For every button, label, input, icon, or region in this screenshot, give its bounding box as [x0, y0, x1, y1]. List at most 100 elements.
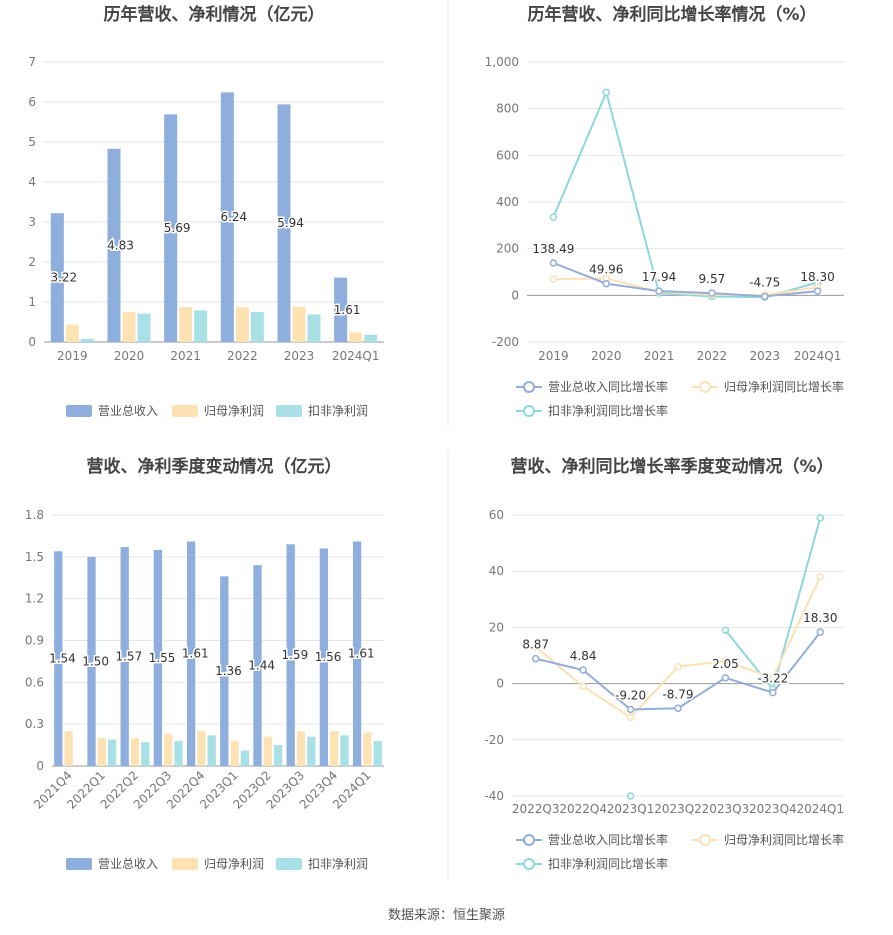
- bar-net-profit: [330, 731, 339, 766]
- line-value-label: 18.30: [800, 270, 834, 284]
- x-tick-label: 2019: [57, 349, 88, 363]
- legend-swatch: [66, 858, 92, 870]
- series-point: [602, 279, 610, 288]
- legend-label: 营业总收入同比增长率: [548, 832, 668, 847]
- series-point: [721, 626, 730, 634]
- y-tick-label: 800: [496, 102, 519, 116]
- bar-value-label: 1.61: [182, 647, 209, 661]
- y-tick-label: 1.5: [25, 550, 44, 564]
- bar-deducted-profit: [194, 310, 208, 342]
- line-value-label: 9.57: [699, 272, 726, 286]
- y-tick-label: 7: [28, 55, 36, 69]
- legend-swatch: [276, 405, 302, 417]
- y-tick-label: 0: [28, 335, 36, 349]
- legend-item[interactable]: 归母净利润同比增长率: [692, 379, 844, 394]
- series-point: [816, 628, 825, 636]
- x-tick-label: 2019: [538, 349, 569, 363]
- x-tick-label: 2021: [170, 349, 201, 363]
- bar-value-label: 1.57: [115, 650, 142, 664]
- legend-item[interactable]: 营业总收入同比增长率: [516, 832, 668, 847]
- legend-item[interactable]: 扣非净利润同比增长率: [516, 403, 668, 418]
- line-value-label: 49.96: [589, 263, 623, 277]
- legend-item[interactable]: 营业总收入同比增长率: [516, 379, 668, 394]
- x-tick-label: 2024Q1: [796, 802, 844, 816]
- bar-revenue: [220, 92, 234, 343]
- legend-marker: [699, 381, 711, 393]
- series-line: [553, 262, 818, 298]
- series-point: [655, 287, 663, 295]
- bar-revenue: [334, 277, 348, 342]
- bar-net-profit: [65, 324, 79, 342]
- bar-deducted-profit: [307, 736, 316, 766]
- series-point: [813, 287, 822, 295]
- bar-value-label: 1.56: [315, 650, 342, 664]
- legend-marker: [523, 381, 535, 393]
- legend-item[interactable]: 营业总收入: [66, 404, 158, 418]
- y-tick-label: 3: [28, 215, 36, 229]
- y-tick-label: 1.8: [25, 508, 44, 522]
- series-point: [721, 657, 730, 665]
- series-point: [549, 259, 558, 267]
- y-tick-label: 20: [489, 620, 504, 634]
- x-tick-label: 2022Q4: [559, 802, 607, 816]
- legend-label: 扣非净利润同比增长率: [548, 856, 668, 871]
- x-tick-label: 2021: [644, 349, 675, 363]
- legend-label: 营业总收入: [98, 404, 158, 418]
- y-tick-label: 0: [511, 288, 519, 302]
- legend-label: 归母净利润同比增长率: [724, 379, 844, 394]
- series-point: [579, 666, 587, 674]
- bar-net-profit: [64, 731, 73, 766]
- legend-item[interactable]: 扣非净利润同比增长率: [516, 856, 668, 871]
- legend-label: 扣非净利润: [308, 404, 368, 418]
- annual-growth-chart: 历年营收、净利同比增长率情况（%） -200 0 200 400 600 800 1,000 2…: [485, 4, 844, 418]
- line-value-label: 17.94: [642, 270, 676, 284]
- legend-swatch: [172, 858, 198, 870]
- series-point: [549, 213, 558, 221]
- legend-item[interactable]: 营业总收入: [66, 857, 158, 871]
- bar-net-profit: [349, 332, 363, 342]
- legend-item[interactable]: 归母净利润: [172, 404, 264, 418]
- bar-net-profit: [164, 733, 173, 766]
- bar-net-profit: [122, 312, 136, 342]
- legend-label: 营业总收入同比增长率: [548, 379, 668, 394]
- legend-label: 归母净利润同比增长率: [724, 832, 844, 847]
- bar-value-label: 1.61: [348, 647, 375, 661]
- bar-net-profit: [179, 307, 193, 342]
- legend-marker: [523, 405, 535, 417]
- bar-deducted-profit: [174, 740, 183, 766]
- series-point: [816, 573, 825, 581]
- y-tick-label: 200: [496, 242, 519, 256]
- line-value-label: -4.75: [749, 275, 780, 289]
- bar-revenue: [54, 551, 63, 766]
- legend-item[interactable]: 扣非净利润: [276, 404, 368, 418]
- bar-value-label: 5.94: [277, 216, 304, 230]
- bar-deducted-profit: [273, 745, 283, 766]
- legend-label: 营业总收入: [98, 857, 158, 871]
- bar-value-label: 1.61: [334, 303, 361, 317]
- y-tick-label: 1,000: [485, 55, 519, 69]
- y-tick-label: 0.9: [25, 634, 44, 648]
- x-tick-label: 2022: [697, 349, 728, 363]
- bar-value-label: 1.44: [248, 659, 275, 673]
- legend-swatch: [172, 405, 198, 417]
- bar-deducted-profit: [340, 735, 349, 766]
- legend-item[interactable]: 归母净利润: [172, 857, 264, 871]
- bar-revenue: [87, 556, 96, 766]
- bar-revenue: [164, 114, 178, 343]
- bar-deducted-profit: [141, 742, 150, 766]
- legend-item[interactable]: 扣非净利润: [276, 857, 368, 871]
- x-tick-label: 2020: [114, 349, 145, 363]
- bar-net-profit: [363, 732, 372, 766]
- bar-deducted-profit: [307, 314, 321, 342]
- y-tick-label: 40: [489, 564, 504, 578]
- y-tick-label: -20: [484, 733, 504, 747]
- line-value-label: -9.20: [615, 688, 646, 702]
- y-tick-label: 600: [496, 148, 519, 162]
- y-tick-label: 0: [36, 759, 44, 773]
- x-tick-label: 2023: [284, 349, 315, 363]
- legend-item[interactable]: 归母净利润同比增长率: [692, 832, 844, 847]
- bar-value-label: 1.36: [215, 664, 242, 678]
- series-point: [549, 275, 558, 283]
- annual-amounts-chart: 历年营收、净利情况（亿元） 0 1 2 3 4 5 6 7 2019 2020 2021 2022 202…: [28, 4, 384, 418]
